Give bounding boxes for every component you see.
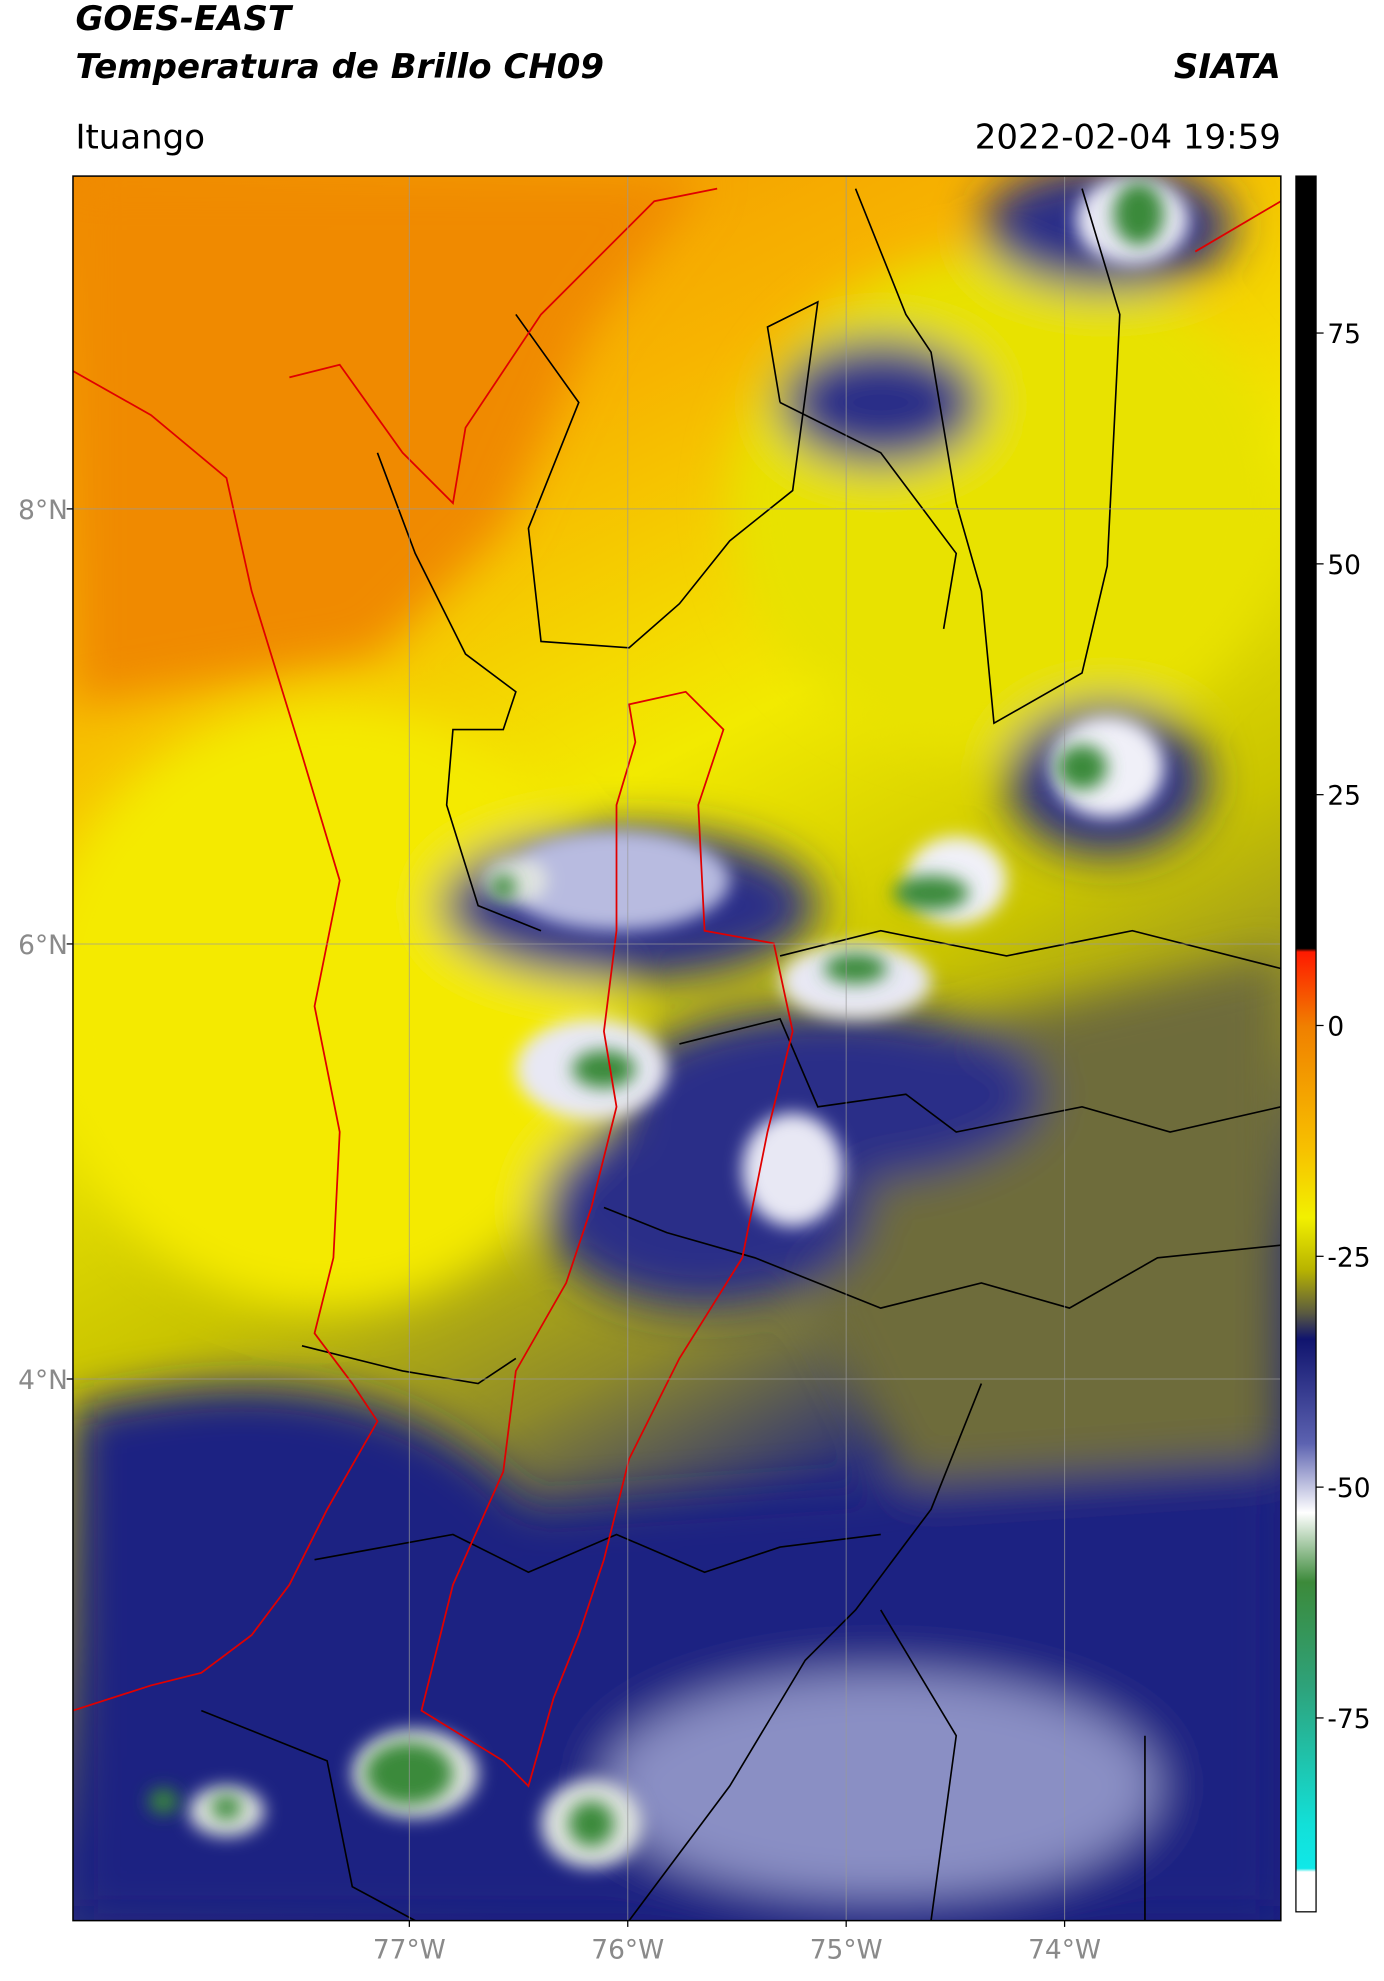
- datetime: 2022-02-04 19:59: [975, 117, 1281, 157]
- colorbar-tick-label: -50: [1327, 1473, 1370, 1504]
- title: GOES-EAST: [75, 0, 293, 39]
- colorbar: [1295, 175, 1317, 1913]
- y-tick-label: 6°N: [18, 930, 68, 961]
- grid: [72, 176, 1281, 1921]
- map-frame: [72, 175, 1282, 1922]
- colorbar-tick-label: 50: [1327, 550, 1361, 581]
- x-tick-label: 75°W: [810, 1934, 883, 1965]
- subtitle: Temperatura de Brillo CH09: [75, 47, 604, 87]
- y-tick-label: 8°N: [18, 495, 68, 526]
- x-tick-label: 74°W: [1028, 1934, 1101, 1965]
- x-tick-label: 76°W: [591, 1934, 664, 1965]
- colorbar-tick-label: 25: [1327, 781, 1361, 812]
- satellite-image: [72, 176, 1281, 1921]
- location: Ituango: [75, 117, 205, 157]
- colorbar-tick-label: -25: [1327, 1242, 1370, 1273]
- agency: SIATA: [1174, 47, 1281, 87]
- x-tick-label: 77°W: [373, 1934, 446, 1965]
- colorbar-tick-label: -75: [1327, 1704, 1370, 1735]
- colorbar-tick-label: 75: [1327, 319, 1361, 350]
- y-tick-label: 4°N: [18, 1365, 68, 1396]
- colorbar-tick-label: 0: [1327, 1012, 1344, 1043]
